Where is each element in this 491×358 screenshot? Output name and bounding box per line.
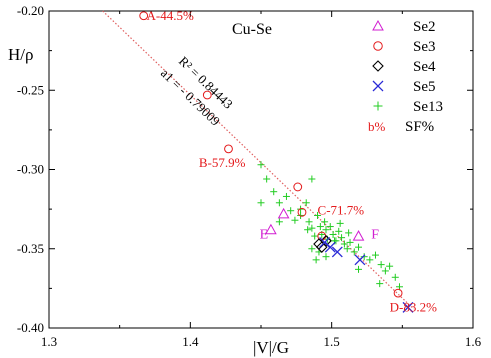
point-se13 [291,216,299,224]
point-se13 [376,280,384,288]
point-se13 [321,218,329,226]
x-tick-label: 1.4 [182,334,199,349]
point-se3 [297,207,307,217]
legend-label: Se2 [413,19,436,35]
point-se13 [345,229,353,237]
legend-marker-stroke-b [372,80,384,92]
point-se13 [275,199,283,207]
legend-sf-label: SF% [405,119,434,135]
plot-frame [48,10,474,329]
point-se13 [355,243,363,251]
point-se13 [346,238,354,246]
point-se13 [257,161,265,169]
point-se13 [366,256,374,264]
y-tick-label: -0.25 [17,82,44,97]
point-se13 [263,175,271,183]
point-se13 [304,226,312,234]
point-se5 [324,241,336,253]
legend-label: Se3 [413,39,436,55]
point-se13 [338,234,346,242]
point-se13 [305,218,313,226]
point-se13 [312,256,320,264]
point-se13 [297,211,305,219]
point-se13 [329,230,337,238]
legend-marker [373,101,383,111]
legend-marker [372,19,384,31]
point-se13 [308,175,316,183]
point-se2 [277,207,290,219]
point-se13 [391,273,399,281]
point-se5-stroke-b [402,301,414,313]
y-tick-label: -0.35 [17,241,44,256]
point-se13 [311,232,319,240]
legend-label: Se4 [413,59,436,75]
point-se5 [402,301,414,313]
annotation-label: C-71.7% [318,203,365,218]
point-se13 [350,248,358,256]
point-se3 [393,288,403,298]
point-se13 [381,267,389,275]
point-se13 [308,224,316,232]
y-tick-label: -0.40 [17,320,44,335]
annotation-label: F [371,227,379,242]
x-tick-label: 1.5 [324,334,340,349]
point-se3 [293,182,303,192]
point-se5 [354,254,366,266]
legend-marker [372,80,384,92]
point-se13 [297,205,305,213]
point-se13 [257,199,265,207]
legend-marker [373,41,383,51]
point-se13 [336,219,344,227]
point-se13 [340,240,348,248]
annotation-label: B-57.9% [199,155,246,170]
fit-line [102,10,415,310]
point-se5-stroke-b [354,254,366,266]
annotation-label: E [260,227,269,242]
y-axis-title: H/ρ [8,45,33,64]
point-se13 [326,223,334,231]
x-tick-label: 1.3 [41,334,57,349]
y-tick-label: -0.20 [17,3,44,18]
legend-sf-marker: b% [368,119,386,134]
point-se13 [371,251,379,259]
point-se3 [139,11,149,21]
point-se4 [320,235,332,247]
point-se13 [377,261,385,269]
point-se5-stroke-b [319,236,331,248]
annotation-label: A-44.5% [147,8,194,23]
point-se2 [265,223,277,235]
point-se3 [224,144,233,154]
point-se13 [314,211,322,219]
x-axis-title: |V|/G [253,338,289,357]
annotation-label: D-83.2% [390,299,437,314]
point-se13 [322,253,330,261]
legend-label: Se13 [413,99,443,115]
point-se5-stroke-b [324,241,336,253]
point-se13 [386,262,394,270]
point-se13 [322,226,330,234]
point-se13 [302,199,310,207]
point-se2 [352,230,365,241]
point-se13 [316,223,324,231]
x-tick-label: 1.6 [465,334,482,349]
legend-marker [372,60,384,72]
point-se13 [360,253,368,261]
point-se13 [308,245,316,253]
y-tick-label: -0.30 [17,162,44,177]
point-se13 [282,192,290,200]
point-se13 [355,265,363,273]
point-se13 [335,227,343,235]
point-se3 [202,90,212,100]
chart-title: Cu-Se [232,21,272,38]
point-se5 [331,246,343,258]
legend-label: Se5 [413,79,436,95]
point-se13 [275,218,283,226]
point-se5-stroke-b [331,246,343,258]
point-se13 [343,245,351,253]
point-se13 [287,207,295,215]
point-se13 [270,188,278,196]
